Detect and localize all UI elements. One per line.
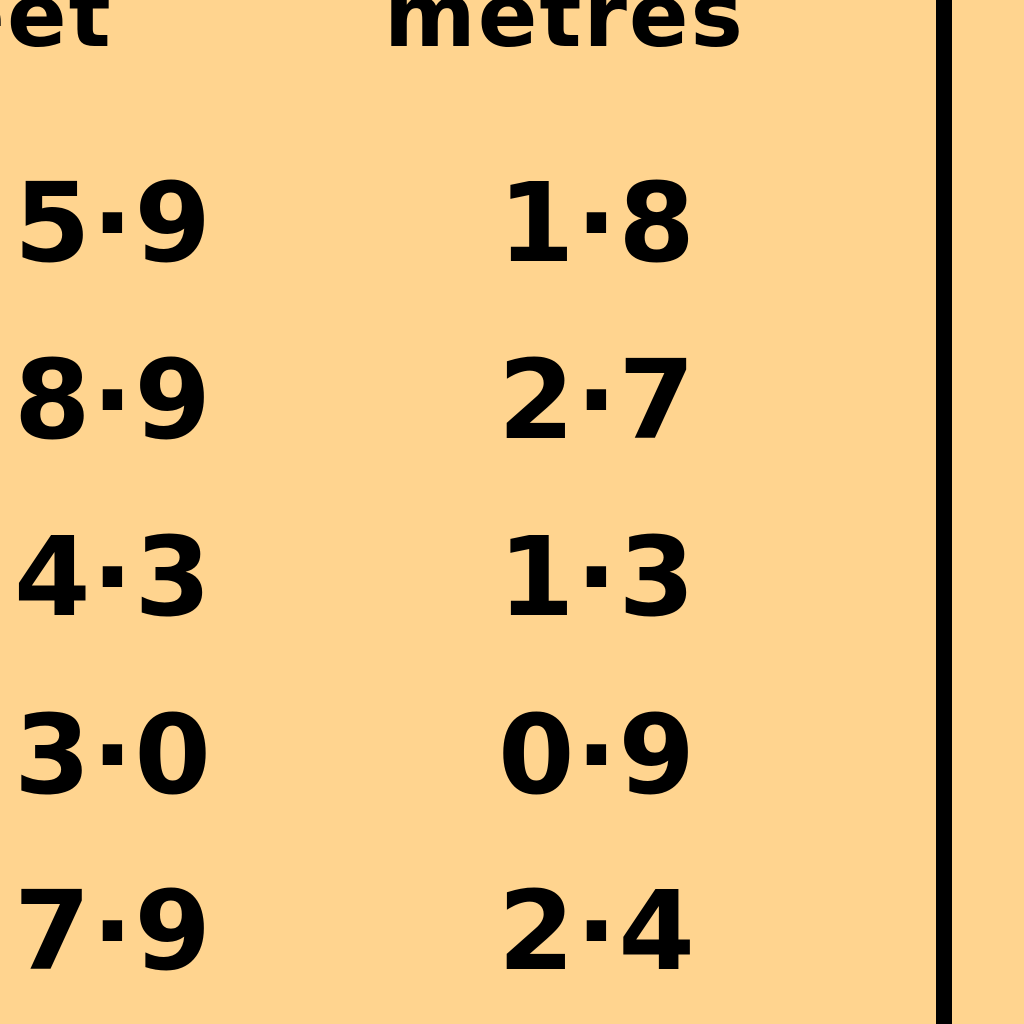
feet-cell: 8·9	[14, 336, 212, 464]
feet-cell: 3·0	[14, 691, 212, 819]
metres-cell: 2·4	[498, 867, 696, 995]
feet-cell: 7·9	[14, 867, 212, 995]
header-feet: feet	[0, 0, 113, 67]
metres-cell: 1·8	[498, 159, 696, 287]
feet-cell: 5·9	[14, 159, 212, 287]
feet-cell: 4·3	[14, 513, 212, 641]
metres-cell: 2·7	[498, 336, 696, 464]
header-metres: metres	[384, 0, 745, 67]
metres-cell: 1·3	[498, 513, 696, 641]
metres-cell: 0·9	[498, 691, 696, 819]
column-divider	[936, 0, 952, 1024]
